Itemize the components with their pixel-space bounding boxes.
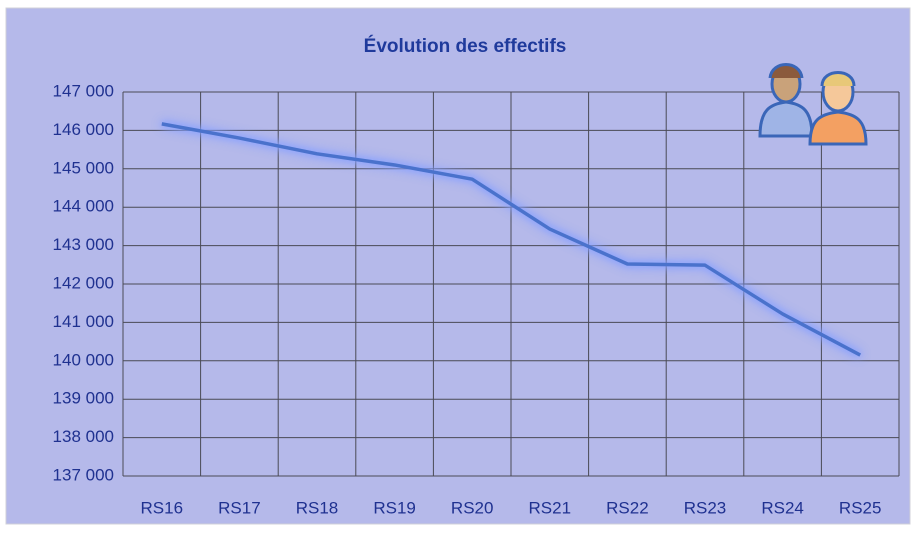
y-tick-label: 142 000: [53, 273, 114, 292]
y-tick-label: 145 000: [53, 158, 114, 177]
y-tick-label: 143 000: [53, 235, 114, 254]
y-tick-label: 140 000: [53, 350, 114, 369]
x-tick-label: RS21: [529, 498, 572, 517]
x-tick-label: RS20: [451, 498, 494, 517]
y-tick-label: 147 000: [53, 81, 114, 100]
x-tick-label: RS24: [761, 498, 804, 517]
x-tick-label: RS23: [684, 498, 727, 517]
chart: Évolution des effectifs 137 000 138 000 13…: [0, 0, 916, 533]
x-tick-label: RS19: [373, 498, 416, 517]
y-tick-label: 141 000: [53, 312, 114, 331]
x-tick-label: RS22: [606, 498, 649, 517]
x-tick-label: RS25: [839, 498, 882, 517]
y-tick-label: 144 000: [53, 197, 114, 216]
page: {"chart_data": {"type": "line", "title":…: [0, 0, 916, 533]
x-tick-label: RS16: [141, 498, 184, 517]
y-tick-label: 146 000: [53, 120, 114, 139]
chart-title: Évolution des effectifs: [364, 35, 567, 57]
y-tick-label: 137 000: [53, 465, 114, 484]
y-tick-label: 138 000: [53, 427, 114, 446]
x-tick-label: RS17: [218, 498, 261, 517]
x-tick-label: RS18: [296, 498, 339, 517]
y-tick-label: 139 000: [53, 389, 114, 408]
